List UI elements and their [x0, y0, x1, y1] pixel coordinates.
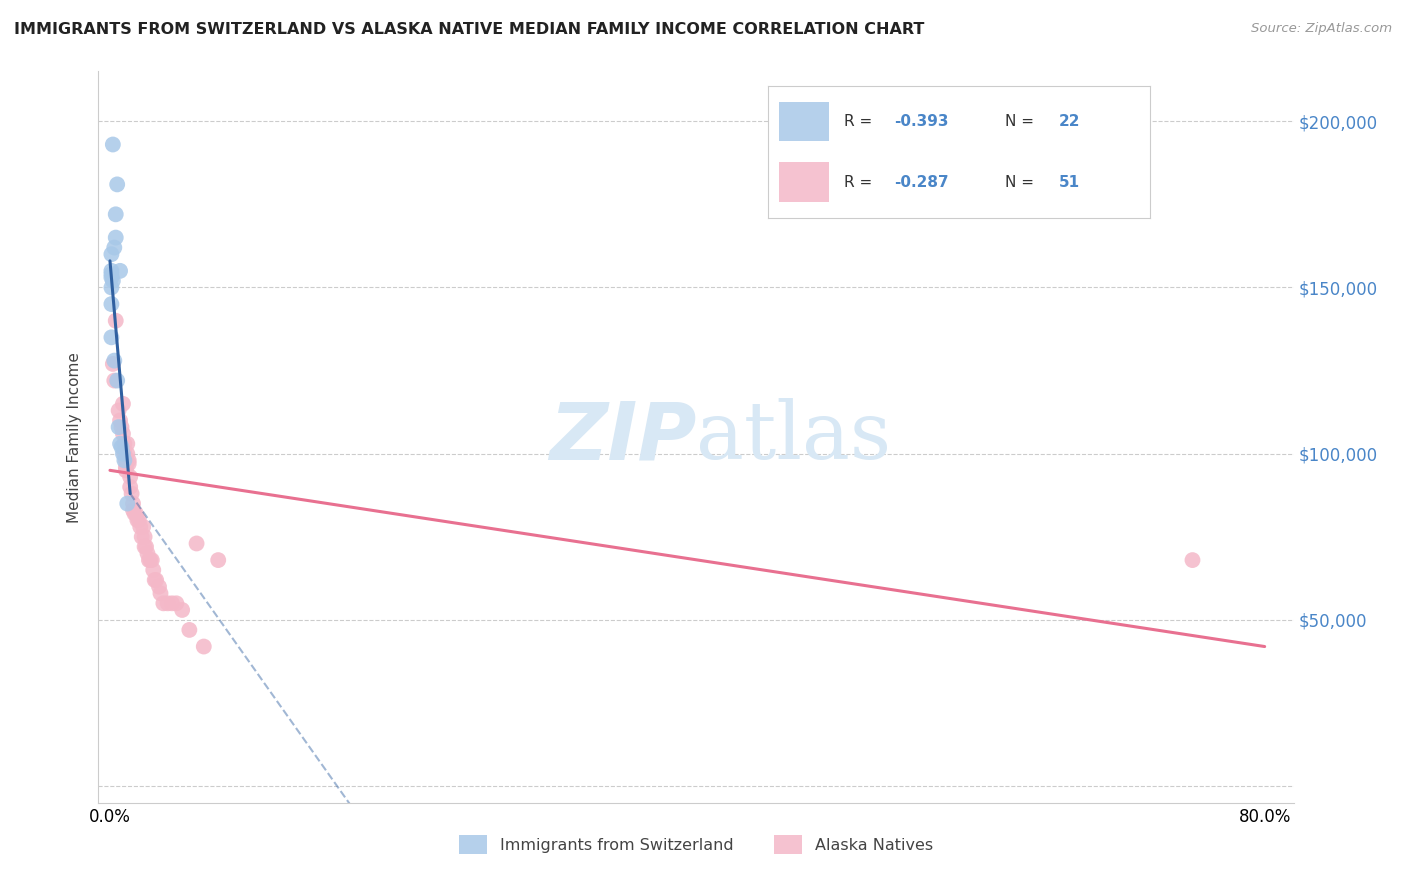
Text: atlas: atlas [696, 398, 891, 476]
Point [100, 247, 122, 261]
Point [117, 497, 139, 511]
Point [138, 553, 160, 567]
Point [1181, 553, 1204, 567]
Point [112, 436, 135, 450]
Point [139, 553, 162, 567]
Point [120, 470, 142, 484]
Point [121, 486, 143, 500]
Point [115, 460, 138, 475]
Point [100, 270, 122, 285]
Point [112, 453, 135, 467]
Point [132, 520, 155, 534]
Point [105, 178, 128, 192]
Point [207, 553, 229, 567]
Point [100, 330, 122, 344]
Point [103, 241, 125, 255]
Point [115, 453, 138, 467]
Point [103, 353, 125, 368]
Point [117, 436, 139, 450]
Point [117, 447, 139, 461]
Point [156, 596, 179, 610]
Point [134, 540, 156, 554]
Point [115, 463, 138, 477]
Point [101, 137, 124, 152]
Point [124, 507, 146, 521]
Point [118, 457, 141, 471]
Point [105, 374, 128, 388]
Point [111, 426, 134, 441]
Point [149, 586, 172, 600]
Point [125, 507, 148, 521]
Point [101, 357, 124, 371]
Y-axis label: Median Family Income: Median Family Income [67, 351, 83, 523]
Point [108, 264, 131, 278]
Point [103, 374, 125, 388]
Point [152, 596, 174, 610]
Point [111, 397, 134, 411]
Point [141, 553, 163, 567]
Point [122, 503, 145, 517]
Point [143, 573, 166, 587]
Point [100, 280, 122, 294]
Point [107, 403, 129, 417]
Point [179, 623, 201, 637]
Point [112, 447, 135, 461]
Point [118, 453, 141, 467]
Point [186, 536, 208, 550]
Point [104, 207, 127, 221]
Legend: Immigrants from Switzerland, Alaska Natives: Immigrants from Switzerland, Alaska Nati… [453, 829, 939, 861]
Text: ZIP: ZIP [548, 398, 696, 476]
Point [136, 546, 159, 560]
Point [172, 603, 194, 617]
Point [108, 413, 131, 427]
Point [135, 540, 157, 554]
Point [104, 230, 127, 244]
Text: Source: ZipAtlas.com: Source: ZipAtlas.com [1251, 22, 1392, 36]
Point [100, 267, 122, 281]
Point [122, 497, 145, 511]
Point [107, 420, 129, 434]
Point [134, 530, 156, 544]
Point [165, 596, 187, 610]
Point [131, 530, 153, 544]
Text: IMMIGRANTS FROM SWITZERLAND VS ALASKA NATIVE MEDIAN FAMILY INCOME CORRELATION CH: IMMIGRANTS FROM SWITZERLAND VS ALASKA NA… [14, 22, 924, 37]
Point [128, 513, 150, 527]
Point [110, 440, 132, 454]
Point [145, 573, 167, 587]
Point [160, 596, 183, 610]
Point [193, 640, 215, 654]
Point [111, 447, 134, 461]
Point [101, 274, 124, 288]
Point [129, 520, 152, 534]
Point [120, 480, 142, 494]
Point [100, 297, 122, 311]
Point [148, 580, 170, 594]
Point [142, 563, 165, 577]
Point [100, 264, 122, 278]
Point [110, 420, 132, 434]
Point [108, 436, 131, 450]
Point [127, 513, 149, 527]
Point [104, 314, 127, 328]
